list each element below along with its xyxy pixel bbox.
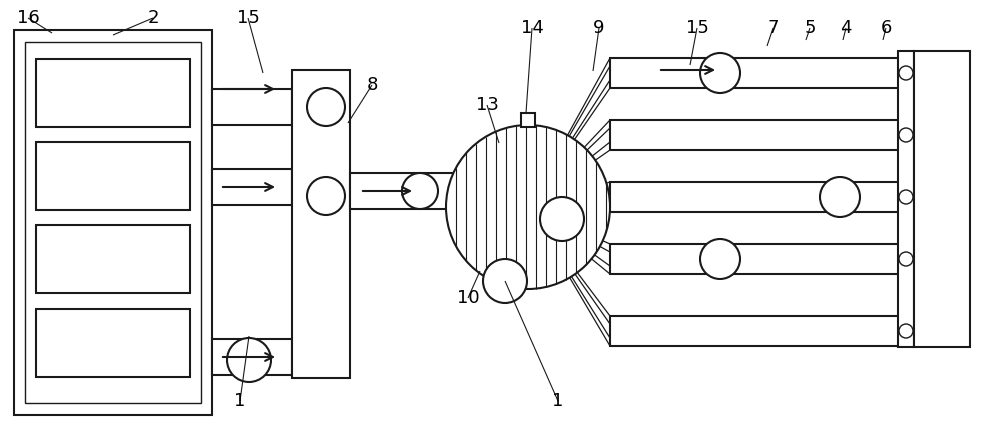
Circle shape [540,197,584,241]
Bar [36,225,190,293]
Text: 1: 1 [552,392,564,410]
Bar [914,51,970,347]
Circle shape [307,88,345,126]
Bar [14,30,212,415]
Text: 6: 6 [880,19,892,37]
Bar [36,309,190,377]
Circle shape [307,177,345,215]
Text: 10: 10 [457,289,479,307]
Text: 13: 13 [476,96,498,114]
Bar [610,182,920,212]
Circle shape [446,125,610,289]
Bar [610,58,920,88]
Circle shape [700,239,740,279]
Bar [212,89,292,125]
Circle shape [227,338,271,382]
Text: 1: 1 [234,392,246,410]
Bar [521,113,535,127]
Circle shape [899,324,913,338]
Text: 7: 7 [767,19,779,37]
Text: 4: 4 [840,19,852,37]
Circle shape [700,53,740,93]
Circle shape [899,252,913,266]
Text: 5: 5 [804,19,816,37]
Bar [610,316,920,346]
Circle shape [820,177,860,217]
Circle shape [899,190,913,204]
Bar [212,169,292,205]
Bar [36,59,190,127]
Bar [610,120,920,150]
Circle shape [402,173,438,209]
Text: 15: 15 [686,19,708,37]
Text: 16: 16 [17,9,39,27]
Circle shape [899,66,913,80]
Bar [212,339,292,375]
Bar [292,70,350,378]
Text: 15: 15 [237,9,259,27]
Bar [350,173,480,209]
Bar [898,51,914,347]
Text: 2: 2 [147,9,159,27]
Bar [25,42,201,403]
Bar [610,244,920,274]
Circle shape [483,259,527,303]
Text: 14: 14 [521,19,543,37]
Text: 9: 9 [593,19,605,37]
Bar [36,142,190,210]
Text: 8: 8 [366,76,378,94]
Circle shape [899,128,913,142]
